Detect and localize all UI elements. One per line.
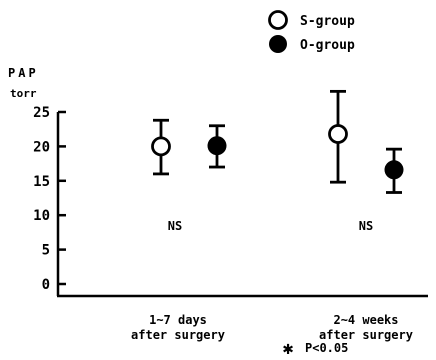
legend-label-o-group: O-group <box>300 38 355 53</box>
y-axis-label-line1: PAP <box>8 66 39 80</box>
y-tick-label-5: 25 <box>33 105 50 121</box>
series-2-cat-2-filled-marker <box>384 160 404 180</box>
y-tick-label-2: 10 <box>33 208 50 224</box>
series-2-cat-1-filled-marker <box>207 136 227 156</box>
x-category-1-line1: 1~7 days <box>149 313 207 327</box>
series-1-cat-2-open-marker <box>328 124 348 144</box>
series-1-cat-1-open-marker <box>151 136 171 157</box>
y-axis-label-line2: torr <box>10 87 37 100</box>
x-category-2-line1: 2~4 weeks <box>333 313 398 327</box>
y-tick-label-0: 0 <box>42 277 50 293</box>
y-ticks: 0 5 10 15 20 25 <box>33 105 66 293</box>
y-tick-label-3: 15 <box>33 174 50 190</box>
x-category-2-line2: after surgery <box>319 328 413 342</box>
annotation-ns-2: NS <box>359 219 373 233</box>
y-tick-label-4: 20 <box>33 139 50 155</box>
footnote-asterisk-icon: ✱ <box>283 338 294 356</box>
plot-marks <box>151 89 404 194</box>
legend-label-s-group: S-group <box>300 14 355 29</box>
x-category-1-line2: after surgery <box>131 328 225 342</box>
legend-open-circle-marker <box>268 10 288 30</box>
legend-filled-circle-marker <box>269 35 287 53</box>
legend: S-group O-group <box>268 10 355 53</box>
y-tick-label-1: 5 <box>42 243 50 259</box>
footnote-text: P<0.05 <box>305 341 348 355</box>
annotation-ns-1: NS <box>168 219 182 233</box>
